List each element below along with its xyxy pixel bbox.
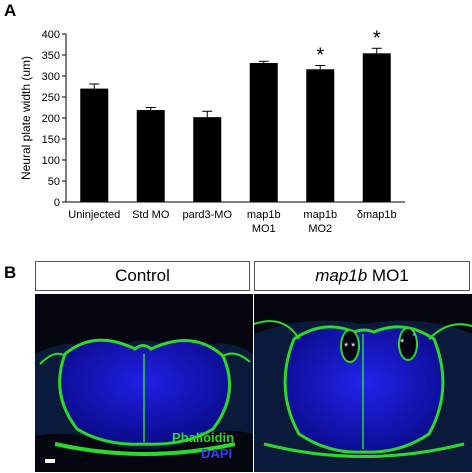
stain-label-phalloidin: Phalloidin xyxy=(172,430,235,445)
y-tick-label: 400 xyxy=(42,29,60,41)
x-tick-label: δmap1b xyxy=(357,209,397,221)
scale-bar xyxy=(45,459,55,463)
x-tick-label: map1b xyxy=(247,209,281,221)
bar-chart: 0 50 100 150 200 250 300 350 400 Neural plate wid… xyxy=(19,27,405,235)
treated-label-suffix: MO1 xyxy=(367,266,409,285)
y-tick-label: 200 xyxy=(42,113,60,125)
y-axis-label: Neural plate width (um) xyxy=(19,56,33,180)
y-tick-label: 0 xyxy=(54,197,60,209)
svg-text:*: * xyxy=(344,341,349,353)
panel-a-label: A xyxy=(4,1,17,20)
x-tick-label: MO2 xyxy=(308,223,332,235)
bar xyxy=(306,69,335,202)
stain-label-dapi: DAPI xyxy=(201,446,233,461)
bar xyxy=(362,53,391,202)
svg-text:*: * xyxy=(412,331,417,343)
treated-label-gene: map1b xyxy=(315,266,368,285)
control-label-box: Control xyxy=(35,261,250,291)
control-label: Control xyxy=(115,266,170,285)
bar xyxy=(80,88,109,202)
y-tick-label: 150 xyxy=(42,134,60,146)
bar xyxy=(249,62,278,203)
y-tick-label: 350 xyxy=(42,50,60,62)
svg-text:*: * xyxy=(400,337,405,349)
svg-text:*: * xyxy=(351,341,356,353)
x-tick-label: Std MO xyxy=(132,209,170,221)
x-tick-label: MO1 xyxy=(252,223,276,235)
treated-label-box: map1b MO1 xyxy=(254,261,470,291)
bar xyxy=(136,110,165,202)
control-micrograph: Phalloidin DAPI xyxy=(35,294,253,472)
treated-micrograph: * * * * xyxy=(254,294,472,472)
x-tick-label: Uninjected xyxy=(68,209,120,221)
y-tick-label: 50 xyxy=(48,176,60,188)
y-tick-label: 100 xyxy=(42,155,60,167)
x-tick-label: map1b xyxy=(303,209,337,221)
bar xyxy=(193,117,222,202)
y-tick-label: 300 xyxy=(42,71,60,83)
y-tick-label: 250 xyxy=(42,92,60,104)
x-tick-label: pard3-MO xyxy=(182,209,232,221)
significance-marker: * xyxy=(373,27,381,49)
significance-marker: * xyxy=(316,45,324,67)
panel-b-label: B xyxy=(4,263,17,282)
